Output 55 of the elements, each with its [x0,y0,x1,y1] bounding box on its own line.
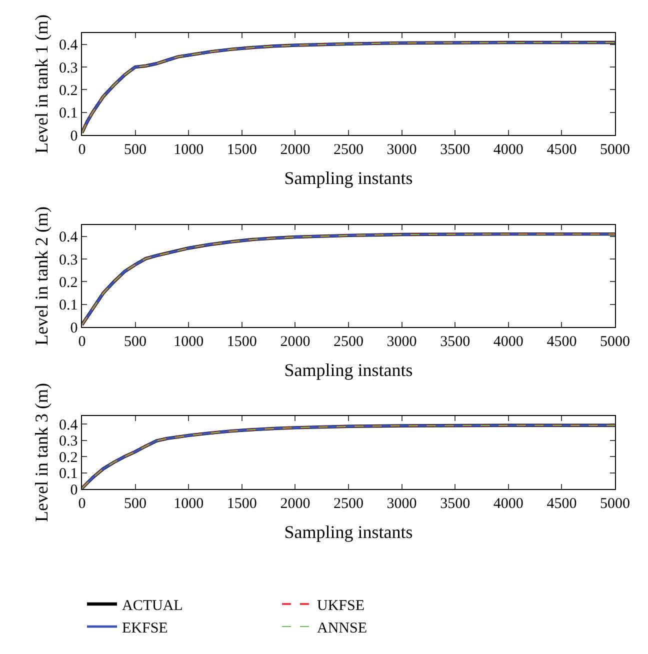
y-tick-label: 0.2 [59,82,78,99]
y-tick-label: 0.1 [59,298,78,314]
x-tick-label: 3500 [440,496,470,512]
x-tick-label: 3000 [386,142,417,158]
x-tick-label: 5000 [600,142,630,158]
x-tick-label: 2000 [280,496,310,512]
x-tick-label: 3500 [440,142,470,158]
x-tick-label: 4000 [493,496,524,512]
legend-label: ANNSE [317,620,368,636]
x-tick-label: 1500 [226,142,257,158]
x-tick-label: 4000 [493,334,524,350]
x-tick-label: 1000 [174,496,204,512]
x-tick-label: 5000 [600,334,630,350]
y-tick-label: 0.3 [59,60,78,76]
x-axis-title: Sampling instants [284,522,413,542]
x-tick-label: 2500 [334,496,364,512]
x-tick-label: 4500 [546,496,577,512]
x-tick-label: 4500 [546,142,577,158]
y-axis-title: Level in tank 3 (m) [31,383,52,522]
x-tick-label: 3500 [440,334,470,350]
y-tick-label: 0.1 [59,466,78,482]
x-tick-label: 3000 [386,334,417,350]
y-tick-label: 0.3 [59,252,78,268]
x-axis-title: Sampling instants [284,360,413,380]
y-tick-label: 0.4 [59,417,78,434]
x-tick-label: 1500 [226,496,257,512]
x-tick-label: 2500 [334,142,364,158]
legend-label: ACTUAL [122,598,183,614]
y-tick-label: 0.2 [59,450,78,466]
x-tick-label: 1000 [174,142,204,158]
y-tick-label: 0.3 [59,434,78,450]
y-tick-label: 0 [70,320,78,336]
x-tick-label: 500 [124,334,147,350]
x-tick-label: 1000 [174,334,204,350]
y-tick-label: 0 [70,128,78,144]
y-tick-label: 0.4 [59,230,78,246]
legend-label: UKFSE [317,598,365,614]
x-tick-label: 1500 [226,334,257,350]
y-axis-title: Level in tank 2 (m) [31,206,52,346]
legend-label: EKFSE [122,620,168,636]
x-tick-label: 5000 [600,496,630,512]
x-tick-label: 3000 [386,496,417,512]
y-axis-title: Level in tank 1 (m) [31,14,52,154]
y-tick-label: 0.1 [59,106,78,122]
x-tick-label: 4500 [546,334,577,350]
y-tick-label: 0.2 [59,274,78,291]
x-tick-label: 2000 [280,334,310,350]
y-tick-label: 0 [70,482,78,498]
x-tick-label: 4000 [493,142,524,158]
x-tick-label: 500 [124,142,147,158]
x-tick-label: 2500 [334,334,364,350]
x-tick-label: 2000 [280,142,310,158]
x-tick-label: 500 [124,496,147,512]
x-axis-title: Sampling instants [284,168,413,188]
y-tick-label: 0.4 [59,38,78,54]
